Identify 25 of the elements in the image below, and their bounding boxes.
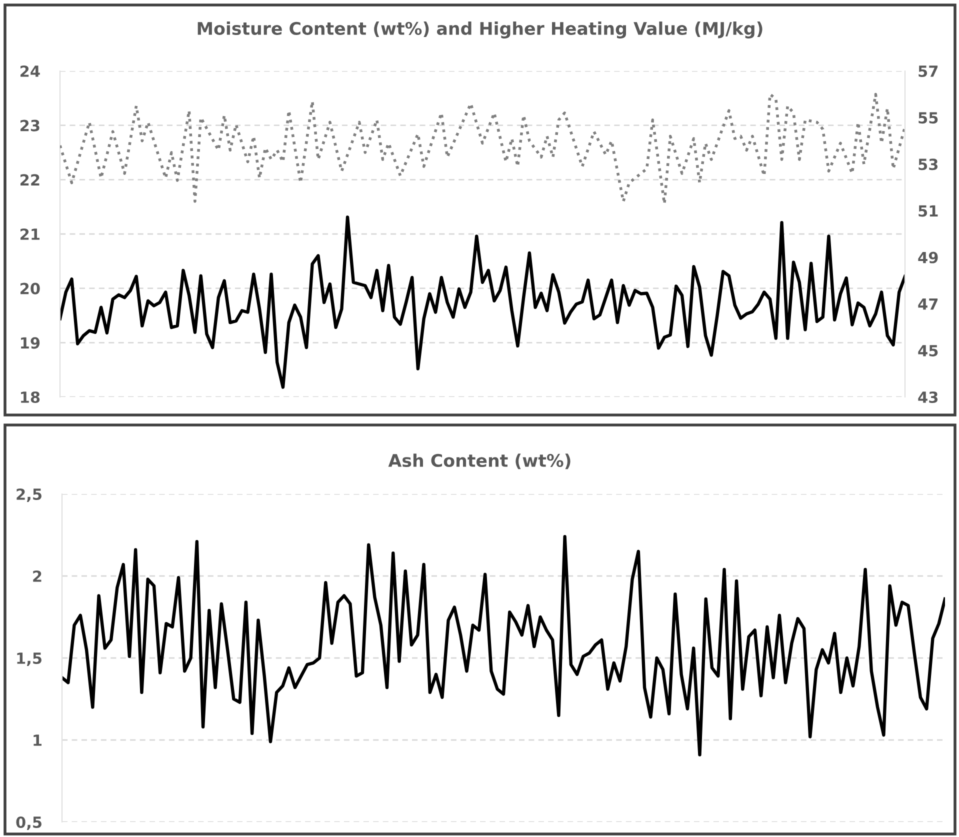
y-tick-label: 1,5 (17, 652, 42, 666)
y2-tick-label: 57 (918, 66, 938, 78)
y-tick-label: 21 (20, 228, 40, 240)
y2-tick-label: 51 (918, 205, 938, 217)
y2-tick-label: 55 (918, 112, 938, 124)
line-series (60, 92, 905, 206)
y-tick-label: 19 (21, 337, 40, 349)
y-tick-label: 24 (20, 65, 40, 77)
y-tick-label: 23 (20, 120, 40, 132)
chart-title: Ash Content (wt%) (388, 454, 570, 470)
y-tick-label: 22 (20, 174, 40, 186)
line-series (60, 216, 905, 389)
y2-tick-label: 45 (918, 345, 938, 356)
line-series (62, 535, 945, 756)
y-tick-label: 1 (34, 734, 42, 746)
y2-tick-label: 53 (918, 158, 938, 170)
y-tick-label: 2 (33, 570, 42, 582)
y2-tick-label: 47 (918, 298, 938, 310)
chart-title: Moisture Content (wt%) and Higher Heating Value (MJ/kg) (198, 22, 762, 38)
y2-tick-label: 43 (918, 391, 938, 404)
y-tick-label: 18 (21, 391, 40, 404)
y-tick-label: 0,5 (16, 816, 42, 830)
y-tick-label: 2,5 (16, 488, 42, 502)
y2-tick-label: 49 (918, 252, 938, 264)
y-tick-label: 20 (20, 282, 40, 294)
